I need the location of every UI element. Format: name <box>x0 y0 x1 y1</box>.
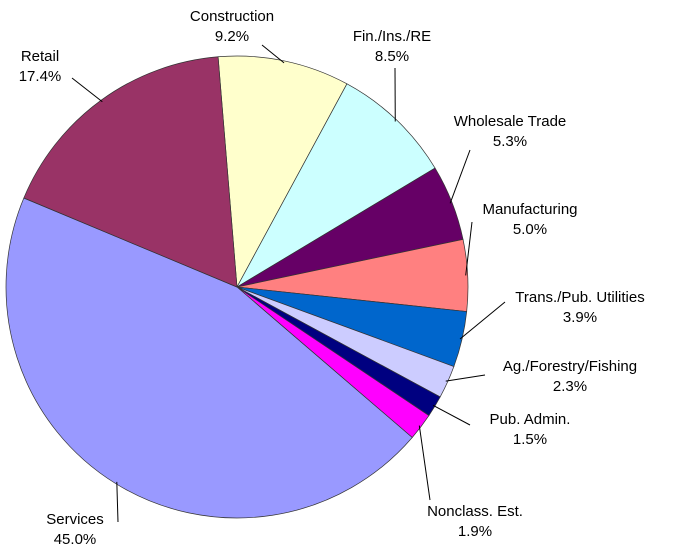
slice-label: Wholesale Trade <box>454 113 567 130</box>
slice-label: Manufacturing <box>482 201 577 218</box>
slice-label: Retail <box>21 48 59 65</box>
leader-line <box>261 44 285 64</box>
leader-line <box>459 301 506 340</box>
pie-slice <box>23 56 238 288</box>
slice-label: Construction <box>190 8 274 25</box>
slice-value-label: 8.5% <box>375 48 409 65</box>
slice-value-label: 2.3% <box>553 378 587 395</box>
leader-line <box>116 481 119 523</box>
slice-label: Services <box>46 511 104 528</box>
slice-value-label: 45.0% <box>54 531 97 548</box>
slice-label: Ag./Forestry/Fishing <box>503 358 637 375</box>
pie-slice <box>217 55 348 289</box>
slice-value-label: 17.4% <box>19 68 62 85</box>
slice-label: Trans./Pub. Utilities <box>515 289 645 306</box>
leader-line <box>449 149 471 204</box>
slice-value-label: 9.2% <box>215 28 249 45</box>
leader-line <box>418 425 431 501</box>
leader-line <box>445 374 486 382</box>
pie-slice <box>5 197 413 519</box>
leader-line <box>465 221 473 276</box>
slice-label: Pub. Admin. <box>490 411 571 428</box>
pie-slice <box>236 83 436 288</box>
slice-label: Nonclass. Est. <box>427 503 523 520</box>
slice-value-label: 1.9% <box>458 523 492 540</box>
slice-value-label: 5.0% <box>513 221 547 238</box>
leader-line <box>432 404 471 426</box>
slice-value-label: 1.5% <box>513 431 547 448</box>
slice-value-label: 3.9% <box>563 309 597 326</box>
leader-line <box>71 77 103 103</box>
slice-value-label: 5.3% <box>493 133 527 150</box>
slice-label: Fin./Ins./RE <box>353 28 431 45</box>
